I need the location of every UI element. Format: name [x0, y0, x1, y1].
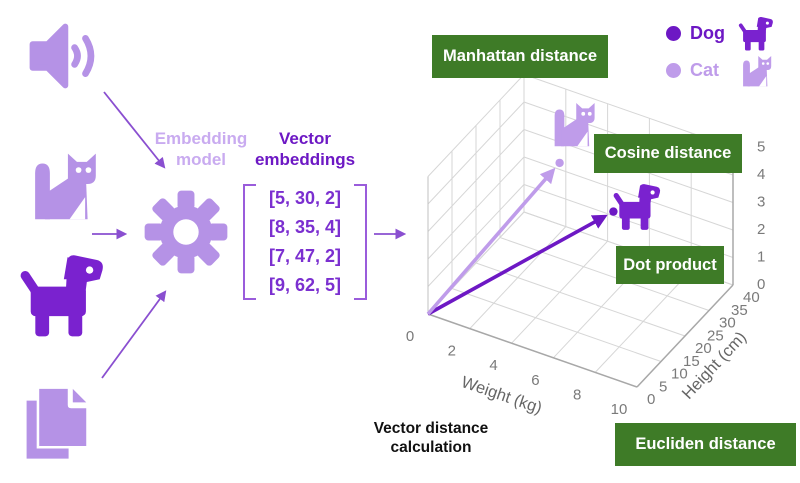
legend-dot-cat [666, 62, 681, 78]
legend-dot-dog [666, 25, 681, 41]
dog-icon [12, 248, 112, 340]
dog-icon [734, 14, 778, 52]
matrix-left-bracket [243, 184, 256, 300]
embedding-model-label: Embedding model [154, 129, 248, 170]
y-tick-label: 15 [683, 353, 700, 370]
y-tick-label: 10 [671, 366, 688, 383]
matrix-right-bracket [354, 184, 367, 300]
legend-label-cat: Cat [690, 59, 720, 80]
grid-line [427, 101, 525, 205]
grid-line [451, 288, 662, 362]
x-tick-label: 4 [489, 357, 497, 374]
cat-icon [22, 136, 104, 232]
manhattan-distance-label: Manhattan distance [432, 35, 608, 78]
data-point-dog [609, 207, 618, 216]
vector-arrow-dog [427, 214, 608, 316]
grid-line [427, 129, 525, 232]
grid-line [475, 262, 686, 337]
embedding-vector-row: [8, 35, 4] [268, 217, 342, 237]
x-tick-label: 8 [573, 386, 581, 403]
vector-arrow-cat [426, 167, 556, 316]
gear-icon [139, 184, 233, 280]
y-tick-label: 40 [743, 289, 760, 306]
cosine-distance-label: Cosine distance [594, 134, 742, 173]
embedding-vector-row: [5, 30, 2] [268, 188, 342, 208]
y-tick-label: 30 [719, 315, 736, 332]
x-axis-line [427, 313, 638, 388]
z-tick-label: 3 [757, 194, 765, 211]
grid-line [427, 74, 525, 177]
grid-line [499, 237, 710, 311]
dot-product-label: Dot product [616, 246, 724, 284]
vector-embeddings-label: Vector embeddings [254, 129, 356, 170]
cat-icon [734, 51, 778, 89]
y-tick-label: 0 [647, 391, 655, 408]
x-tick-label: 0 [406, 328, 414, 345]
x-tick-label: 10 [611, 401, 628, 418]
z-tick-label: 2 [757, 221, 765, 238]
legend-item-cat: Cat [666, 53, 800, 87]
y-tick-label: 5 [659, 378, 667, 395]
legend-label-dog: Dog [690, 22, 725, 43]
data-point-cat [555, 158, 564, 168]
z-tick-label: 0 [757, 276, 765, 293]
embedding-vector-row: [7, 47, 2] [268, 246, 342, 266]
grid-line [523, 156, 734, 231]
dog-icon [616, 184, 660, 230]
grid-line [427, 184, 525, 287]
legend-item-dog: Dog [666, 16, 800, 50]
z-tick-label: 5 [757, 139, 765, 156]
grid-line [427, 156, 525, 260]
y-tick-label: 35 [731, 302, 748, 319]
embedding-matrix: [5, 30, 2] [8, 35, 4] [7, 47, 2] [9, 62,… [243, 184, 367, 300]
x-tick-label: 2 [448, 343, 456, 360]
euclidean-distance-label: Eucliden distance [615, 423, 796, 466]
documents-icon [14, 378, 98, 472]
z-tick-label: 4 [757, 166, 765, 183]
y-tick-label: 20 [695, 340, 712, 357]
y-tick-label: 25 [707, 327, 724, 344]
embedding-vector-row: [9, 62, 5] [268, 275, 342, 295]
x-tick-label: 6 [531, 372, 539, 389]
z-tick-label: 1 [757, 249, 765, 266]
figure-caption: Vector distance calculation [373, 420, 489, 456]
legend: Dog Cat [666, 16, 800, 87]
speaker-icon [24, 14, 110, 98]
y-axis-line [636, 284, 734, 388]
